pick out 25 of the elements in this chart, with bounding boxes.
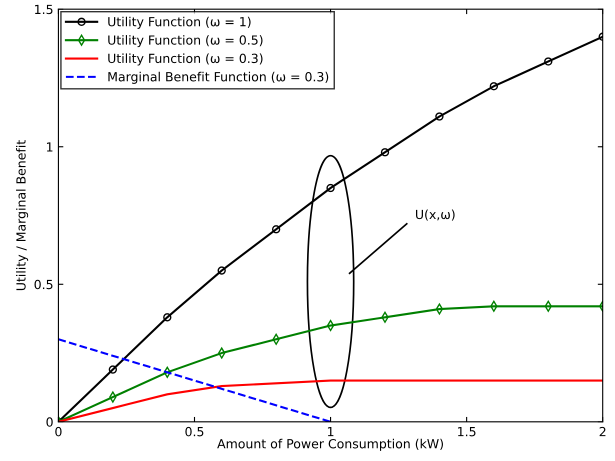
point (544, 57, 552, 66)
point (435, 112, 444, 121)
legend-label: Utility Function (ω = 0.3) (108, 53, 262, 66)
point (326, 184, 335, 192)
y-tick-label: 1 (46, 142, 52, 152)
legend-label: Utility Function (ω = 0.5) (108, 35, 262, 48)
legend-label: Utility Function (ω = 1) (108, 16, 251, 29)
x-tick-label: 1 (328, 427, 334, 436)
x-tick-label: 0.5 (185, 426, 204, 436)
point (490, 82, 498, 90)
x-tick-label: 0 (55, 426, 62, 436)
point (272, 225, 280, 234)
x-tick-label: 2 (600, 426, 606, 436)
x-axis-title: Amount of Power Consumption (kW) (217, 438, 443, 451)
y-axis-title: Utility / Marginal Benefit (16, 140, 28, 290)
annotation: U(x,ω) (416, 209, 455, 221)
point (380, 148, 390, 156)
x-tick-label: 1.5 (458, 427, 476, 436)
y-tick-label: 0 (46, 417, 53, 427)
point (108, 365, 118, 374)
y-tick-label: 1.5 (35, 4, 52, 14)
legend-label: Marginal Benefit Function (ω = 0.3) (108, 72, 328, 84)
y-tick-label: 0.5 (34, 280, 52, 290)
point (163, 313, 172, 322)
point (218, 266, 226, 275)
